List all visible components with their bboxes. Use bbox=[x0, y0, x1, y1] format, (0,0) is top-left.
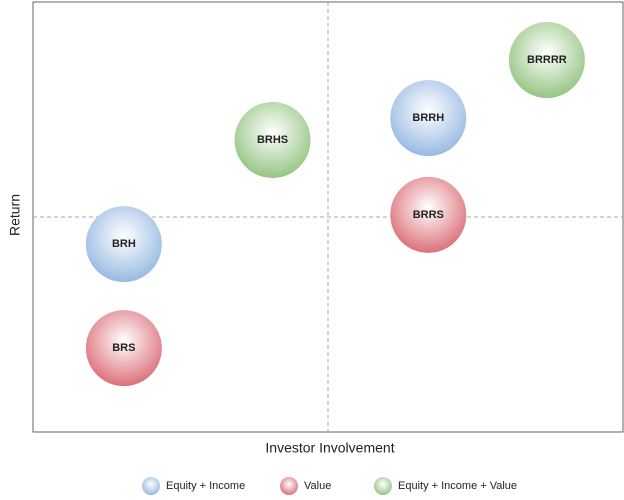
bubble-label: BRRRR bbox=[527, 54, 567, 66]
y-axis-label: Return bbox=[7, 194, 23, 236]
legend-label: Equity + Income + Value bbox=[398, 480, 517, 492]
bubble bbox=[85, 206, 162, 283]
legend-marker bbox=[374, 477, 392, 495]
bubble-label: BRRH bbox=[412, 112, 444, 124]
bubble-label: BRHS bbox=[257, 134, 288, 146]
bubble bbox=[508, 22, 585, 99]
x-axis-label: Investor Involvement bbox=[265, 440, 394, 456]
bubble bbox=[390, 176, 467, 253]
bubble-label: BRRS bbox=[413, 209, 444, 221]
bubble-label: BRH bbox=[112, 238, 136, 250]
bubble bbox=[85, 310, 162, 387]
legend-label: Equity + Income bbox=[166, 480, 245, 492]
bubble bbox=[390, 80, 467, 157]
bubble-label: BRS bbox=[112, 342, 135, 354]
legend-marker bbox=[142, 477, 160, 495]
bubble bbox=[234, 102, 311, 179]
legend-label: Value bbox=[304, 480, 331, 492]
legend-marker bbox=[280, 477, 298, 495]
